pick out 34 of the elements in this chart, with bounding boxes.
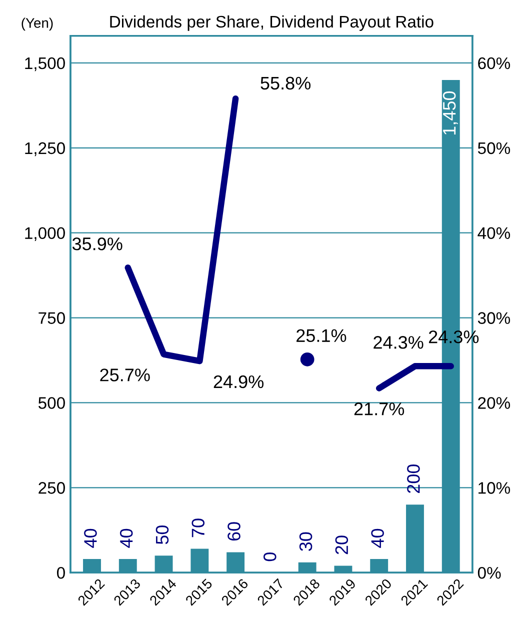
y2-tick-label: 20% — [478, 397, 510, 409]
data-label: 200 — [407, 464, 420, 493]
data-label: 35.9% — [72, 238, 122, 250]
y2-tick-label: 30% — [478, 312, 510, 324]
data-label: 24.9% — [214, 375, 264, 388]
y-tick-label: 0 — [56, 566, 65, 579]
y2-tick-label: 10% — [478, 482, 510, 494]
data-label: 50 — [156, 525, 169, 544]
y-tick-label: 1,000 — [25, 227, 65, 242]
data-label: 24.3% — [374, 336, 424, 349]
data-label: 20 — [335, 536, 348, 554]
data-label: 40 — [371, 528, 384, 548]
chart-title: Dividends per Share, Dividend Payout Ratio — [110, 15, 434, 31]
data-label: 55.8% — [260, 76, 311, 90]
data-label: 1,450 — [442, 91, 458, 134]
data-label: 40 — [84, 528, 97, 548]
data-label: 40 — [120, 528, 133, 548]
y-tick-label: 1,250 — [25, 142, 65, 156]
data-label: 0 — [264, 552, 276, 562]
y-tick-label: 1,500 — [25, 57, 65, 72]
data-label: 60 — [228, 522, 240, 541]
data-label: 25.1% — [296, 329, 346, 342]
y-tick-label: 750 — [38, 312, 65, 324]
y2-tick-label: 0% — [478, 566, 501, 579]
data-label: 25.7% — [100, 368, 150, 382]
y-tick-label: 500 — [38, 397, 65, 409]
y2-tick-label: 60% — [478, 57, 510, 70]
data-label: 70 — [192, 518, 205, 538]
data-label: 21.7% — [354, 402, 404, 416]
y-axis-title: (Yen) — [22, 18, 53, 31]
y2-tick-label: 40% — [478, 227, 510, 240]
y-tick-label: 250 — [38, 482, 65, 494]
y2-tick-label: 50% — [478, 142, 510, 154]
data-label: 30 — [299, 532, 312, 551]
